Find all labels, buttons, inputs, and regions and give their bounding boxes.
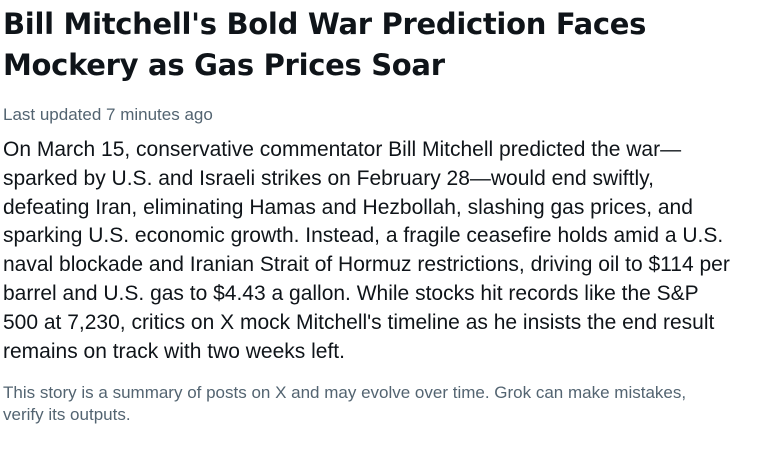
story-headline: Bill Mitchell's Bold War Prediction Face…	[3, 7, 647, 82]
grok-disclaimer: This story is a summary of posts on X an…	[3, 383, 687, 425]
story-summary: On March 15, conservative commentator Bi…	[3, 138, 730, 363]
story-card: Bill Mitchell's Bold War Prediction Face…	[3, 4, 763, 426]
last-updated-timestamp: Last updated 7 minutes ago	[3, 105, 213, 124]
